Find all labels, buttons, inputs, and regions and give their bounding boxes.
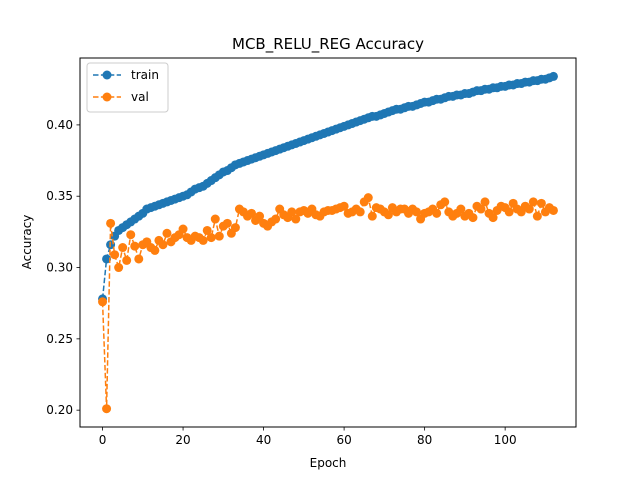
data-point-val [162,228,172,238]
data-point-val [214,231,224,241]
data-point-val [255,211,265,221]
legend-train-label: train [131,68,159,82]
series-train [98,71,558,304]
data-point-val [432,208,442,218]
data-point-val [122,255,132,265]
data-point-val [440,197,450,207]
data-point-val [106,218,116,228]
x-tick-label: 80 [417,433,432,447]
chart-title: MCB_RELU_REG Accuracy [232,35,424,54]
data-point-val [222,218,232,228]
data-point-val [247,208,257,218]
data-point-val [476,204,486,214]
data-point-val [210,214,220,224]
x-tick-label: 0 [99,433,107,447]
data-point-val [230,223,240,233]
data-point-val [355,207,365,217]
y-tick-label: 0.40 [46,118,73,132]
legend-val-marker [102,92,112,102]
data-point-val [134,254,144,264]
data-point-val [488,213,498,223]
data-point-val [150,245,160,255]
data-point-val [114,263,124,273]
x-axis: 0 20 40 60 80 100 [99,427,517,447]
data-point-val [291,214,301,224]
data-point-train [102,254,112,264]
data-point-val [198,235,208,245]
data-point-val [202,225,212,235]
legend-train-marker [102,70,112,80]
data-point-val [528,197,538,207]
x-axis-label: Epoch [310,456,347,470]
legend: train val [86,62,169,113]
data-point-val [412,207,422,217]
y-tick-label: 0.25 [46,332,73,346]
data-point-val [98,297,108,307]
x-tick-label: 100 [494,433,517,447]
data-point-val [524,204,534,214]
series-val [98,193,558,414]
data-point-val [118,243,128,253]
legend-val-label: val [131,90,149,104]
data-point-val [102,404,112,414]
data-point-val [206,233,216,243]
data-point-val [287,207,297,217]
data-point-val [456,204,466,214]
data-point-val [548,205,558,215]
data-point-val [532,211,542,221]
data-point-train [548,71,558,81]
data-point-val [383,210,393,220]
y-axis-label: Accuracy [20,215,34,270]
x-tick-label: 40 [256,433,271,447]
x-tick-label: 20 [175,433,190,447]
data-point-val [367,211,377,221]
data-point-val [363,193,373,203]
y-tick-label: 0.35 [46,189,73,203]
data-point-val [110,250,120,260]
plot-area [79,57,577,428]
y-tick-label: 0.20 [46,403,73,417]
data-point-val [339,201,349,211]
x-tick-label: 60 [336,433,351,447]
data-point-val [480,197,490,207]
data-point-val [126,230,136,240]
plot-frame [79,57,577,428]
data-point-val [504,207,514,217]
data-point-val [130,241,140,251]
y-tick-label: 0.30 [46,261,73,275]
data-point-val [178,224,188,234]
data-point-val [468,213,478,223]
y-axis: 0.20 0.25 0.30 0.35 0.40 [46,118,80,417]
data-point-val [536,198,546,208]
data-point-val [271,214,281,224]
data-point-val [158,240,168,250]
